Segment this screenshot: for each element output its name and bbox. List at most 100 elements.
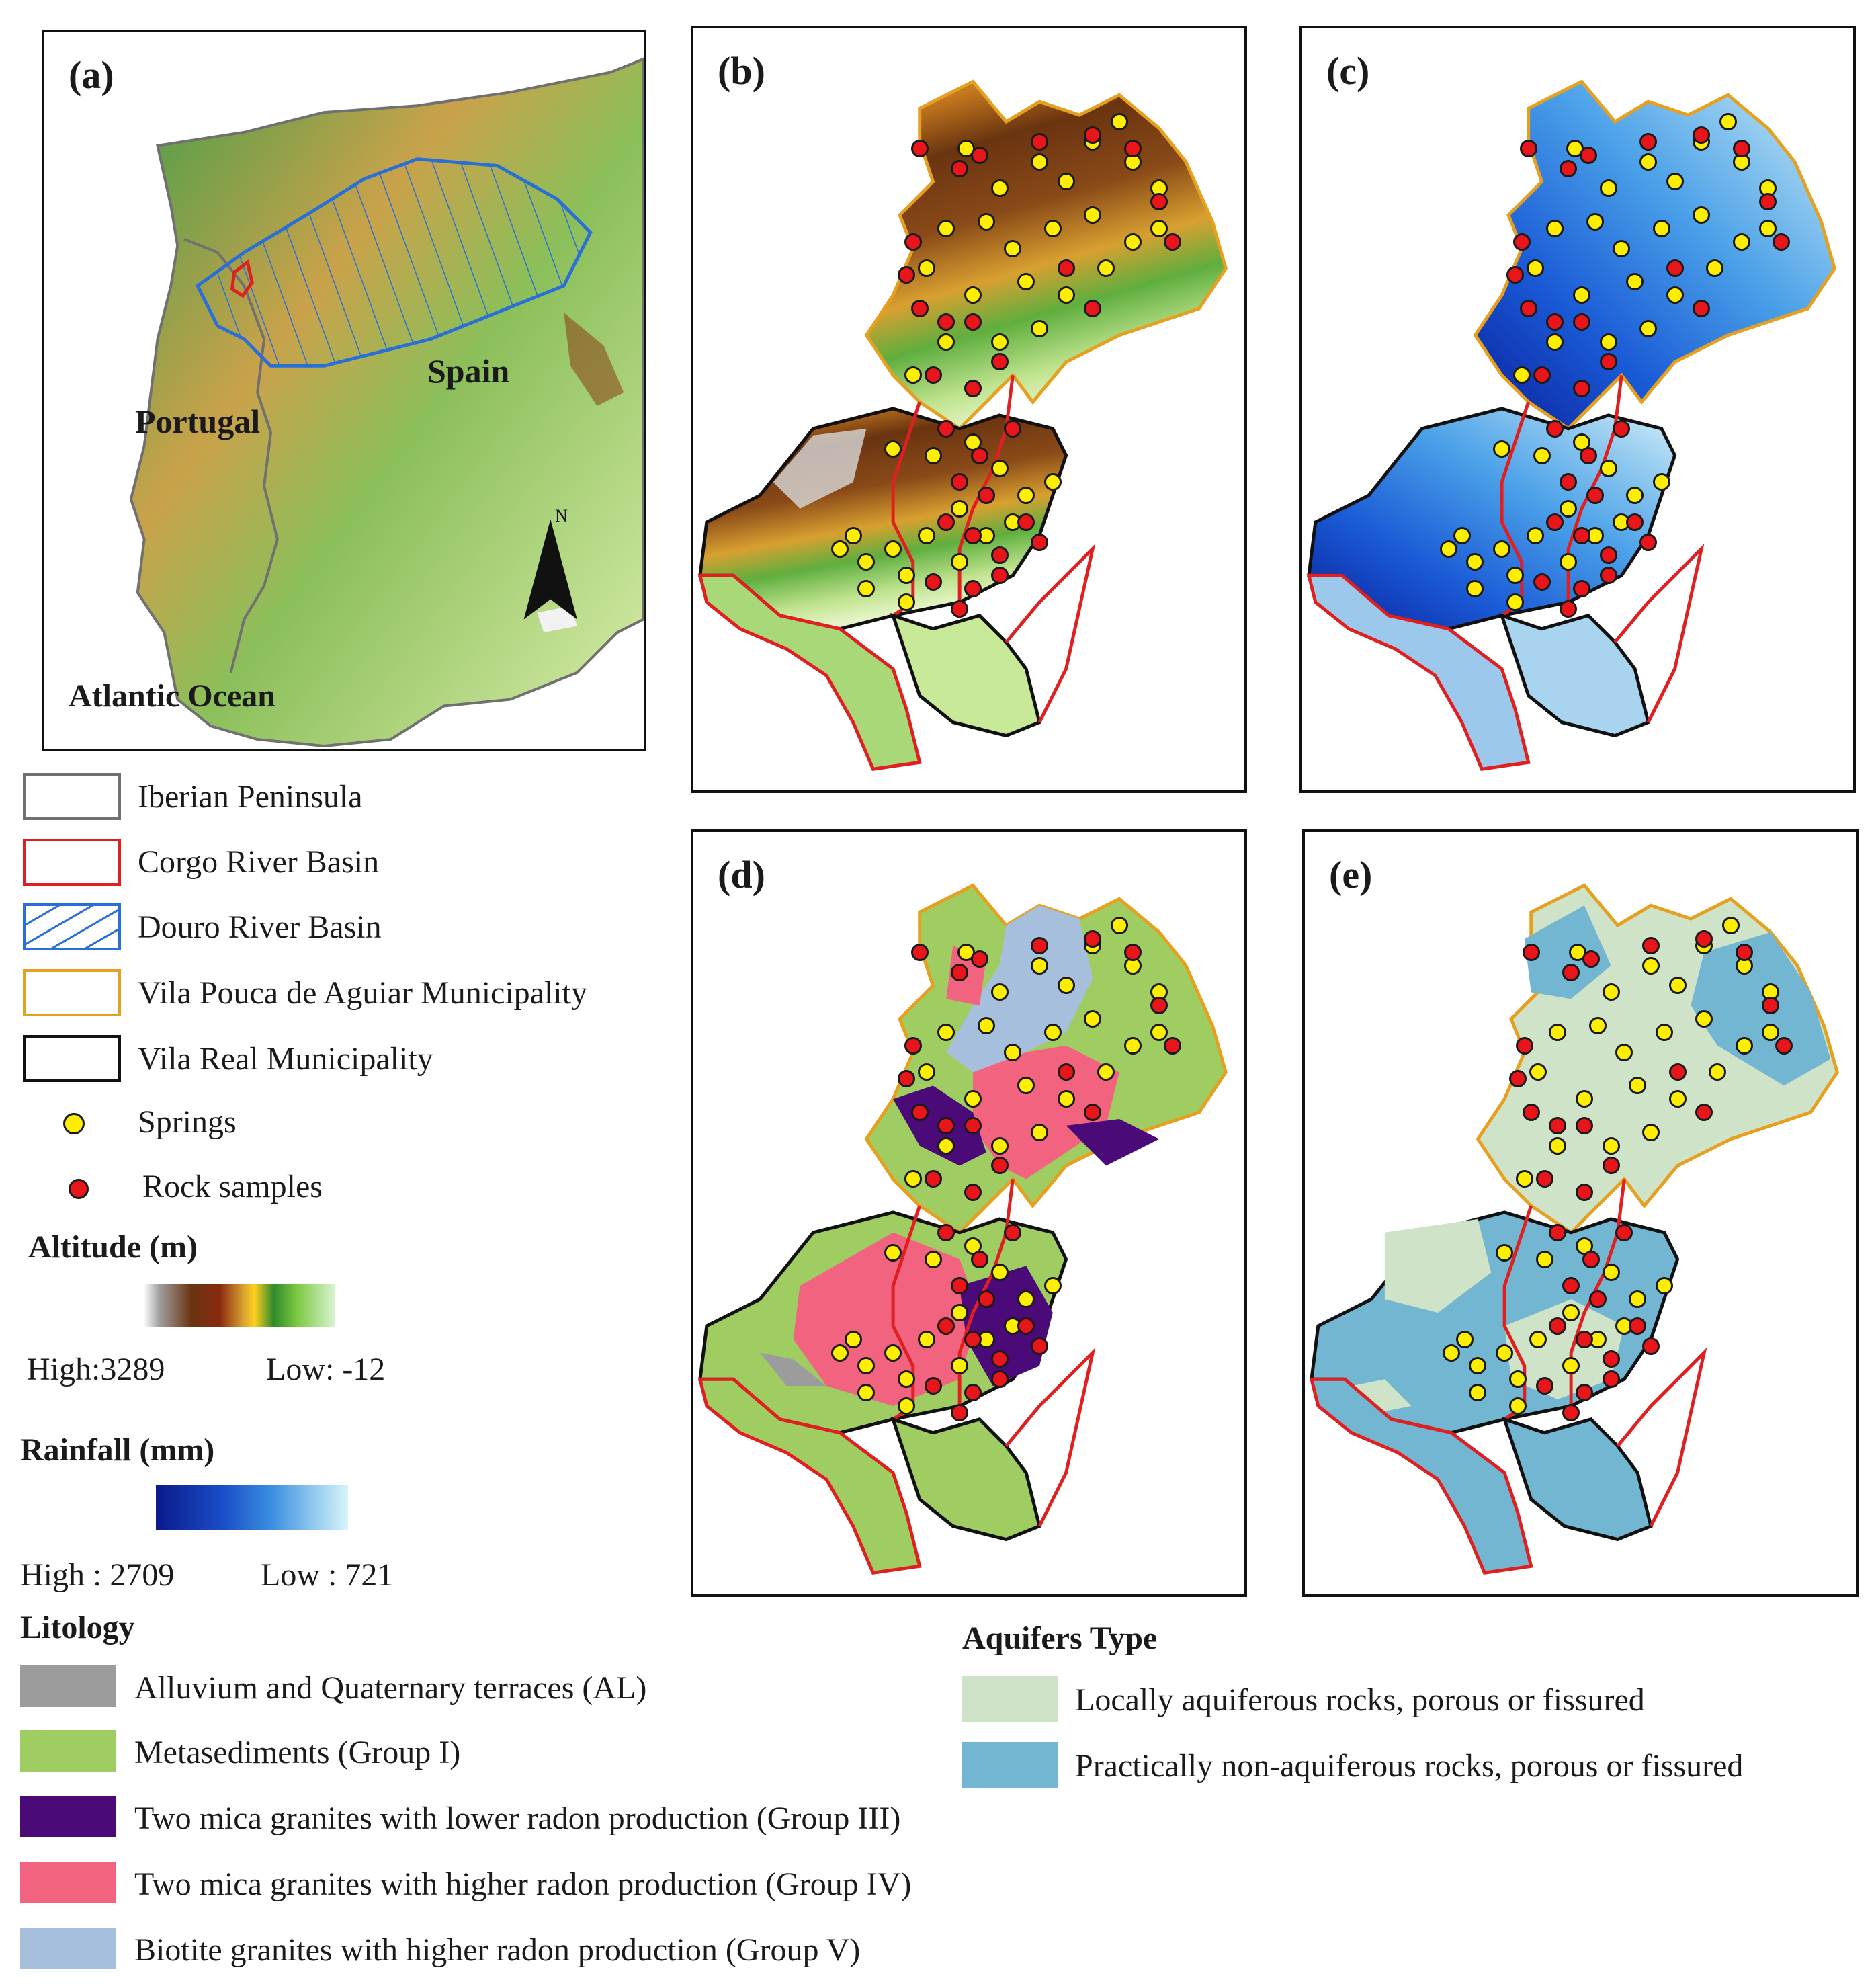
rock-sample-point [951,473,969,491]
spring-point [1508,1397,1527,1415]
rock-sample-point [1562,1277,1580,1295]
rock-sample-point [910,300,929,318]
legend-label-rock-samples: Rock samples [142,1169,323,1204]
spring-point [844,526,862,544]
spring-point [951,1357,969,1375]
rock-sample-point [1629,1317,1647,1335]
spring-point [990,1136,1009,1155]
rock-sample-point [1579,446,1597,464]
rock-sample-point [1572,313,1590,331]
spring-point [1150,219,1168,237]
rock-sample-point [1030,936,1048,954]
spring-point [1043,473,1062,491]
rock-sample-point [1762,997,1780,1015]
spring-point [964,286,982,304]
snow-peak [537,606,577,633]
rock-sample-point [964,1116,982,1134]
rock-sample-point [970,146,988,164]
panel-e-label: (e) [1329,853,1373,897]
rock-sample-point [990,567,1009,585]
rainfall-color-ramp [156,1485,348,1530]
mountain-highlight [564,312,624,406]
spring-point [1508,1370,1527,1389]
spring-point [1453,526,1471,544]
rock-sample-point [937,1223,955,1241]
rock-sample-point [1057,259,1075,278]
aquifer-label-practically-non: Practically non-aquiferous rocks, porous… [1075,1748,1744,1784]
corgo-river-basin-outline [230,259,254,298]
altitude-low-label: Low: -12 [266,1352,386,1387]
spring-point [1562,1357,1580,1375]
spring-point [1721,917,1740,935]
spring-point [1469,1384,1487,1402]
rock-sample-point [1004,419,1022,438]
legend-swatch-douro-river-basin [23,903,121,950]
rock-sample-point [1562,963,1580,981]
spring-point [1030,319,1048,337]
rock-sample-point [1668,1063,1687,1081]
rock-sample-point [1575,1330,1593,1348]
rock-sample-point [1506,266,1524,284]
rock-sample-point [990,353,1009,371]
rock-sample-point [1549,1223,1567,1241]
spring-point [1123,233,1142,251]
spring-point [1017,1290,1035,1309]
spring-point [1599,460,1617,478]
rock-sample-point [1519,139,1537,157]
rock-sample-point [1522,943,1540,961]
rock-sample-point [1546,419,1564,438]
lithology-swatch-alluvium [20,1665,116,1707]
rock-sample-point [951,1277,969,1295]
north-arrow-icon [523,519,577,620]
spring-point [1615,1043,1633,1061]
rock-sample-point [924,366,942,384]
spring-point [937,219,955,237]
spring-point [884,440,902,458]
rock-sample-point [910,1104,929,1122]
lithology-label-metasediments: Metasediments (Group I) [134,1735,461,1770]
douro-river-basin [195,157,593,368]
spring-point [977,1016,995,1034]
altitude-high-label: High:3289 [27,1352,165,1387]
rock-sample-point [951,963,969,981]
lithology-label-group-iii: Two mica granites with lower radon produ… [134,1801,901,1836]
rock-sample-point [937,1317,955,1335]
spring-point [1560,499,1578,518]
rock-sample-point [1515,1036,1533,1055]
spring-point [897,593,915,611]
rock-sample-point [1057,1063,1075,1081]
spring-point [1562,1303,1580,1321]
rock-sample-point [970,1250,988,1268]
spring-point [897,1370,915,1389]
aquifer-swatch-practically-non [962,1742,1058,1788]
spring-point [937,333,955,351]
spring-point [1602,1264,1620,1282]
rock-sample-point [937,419,955,438]
lithology-swatch-group-v [20,1928,116,1969]
rock-sample-point [1549,1116,1567,1134]
north-arrow-label: N [555,506,568,526]
spring-point [1732,233,1750,251]
legend-label-iberian-peninsula: Iberian Peninsula [138,779,363,815]
rock-sample-point [990,1350,1009,1368]
rock-sample-point [904,1036,922,1055]
rock-sample-point [910,139,929,157]
spring-point [1693,206,1711,224]
rock-sample-point [1695,1104,1713,1122]
rock-sample-point [1150,997,1168,1015]
spring-point [1546,333,1564,351]
spring-point [1097,259,1115,278]
rainfall-title: Rainfall (mm) [20,1432,215,1468]
rock-sample-point [1586,487,1604,505]
spring-point [1512,366,1531,384]
spring-point [1455,1330,1474,1348]
spring-point [1043,1277,1062,1295]
spring-point [1533,446,1551,464]
spring-point [990,460,1009,478]
lithology-swatch-group-iii [20,1796,116,1837]
panel-b-label: (b) [718,49,765,93]
spring-point [1123,1036,1142,1055]
legend-swatch-corgo-river-basin [23,839,121,886]
rock-sample-point [1575,1384,1593,1402]
spring-point [1602,983,1620,1001]
